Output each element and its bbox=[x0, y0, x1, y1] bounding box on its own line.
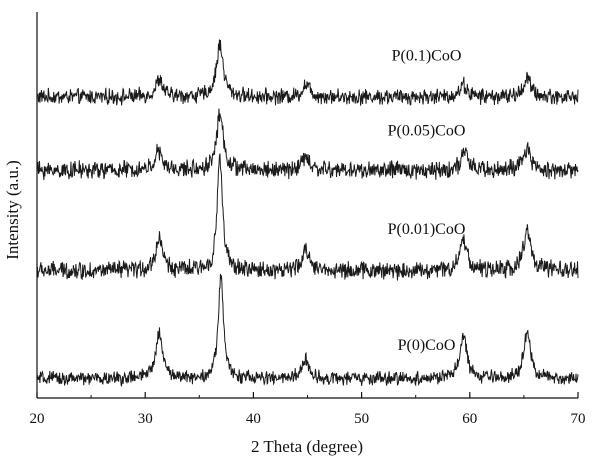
x-tick-label-30: 30 bbox=[138, 411, 153, 427]
series-label-0: P(0.1)CoO bbox=[392, 47, 462, 64]
series-layer bbox=[36, 39, 579, 388]
x-tick-label-60: 60 bbox=[462, 411, 477, 427]
series-line-3 bbox=[36, 273, 579, 388]
series-line-1 bbox=[36, 108, 579, 181]
series-line-2 bbox=[36, 153, 579, 281]
plot-frame bbox=[36, 12, 578, 399]
y-axis-label: Intensity (a.u.) bbox=[3, 160, 22, 260]
x-tick-label-50: 50 bbox=[354, 411, 369, 427]
series-line-0 bbox=[36, 39, 579, 106]
x-tick-label-20: 20 bbox=[30, 411, 45, 427]
x-axis-label: 2 Theta (degree) bbox=[251, 437, 363, 456]
series-label-2: P(0.01)CoO bbox=[388, 221, 466, 238]
x-tick-label-40: 40 bbox=[246, 411, 261, 427]
series-label-3: P(0)CoO bbox=[398, 337, 456, 354]
x-tick-label-70: 70 bbox=[571, 411, 586, 427]
x-axis-ticks: 20 30 40 50 60 70 bbox=[30, 392, 586, 427]
series-label-layer: P(0.1)CoO P(0.05)CoO P(0.01)CoO P(0)CoO bbox=[388, 47, 466, 354]
series-label-1: P(0.05)CoO bbox=[388, 123, 466, 140]
